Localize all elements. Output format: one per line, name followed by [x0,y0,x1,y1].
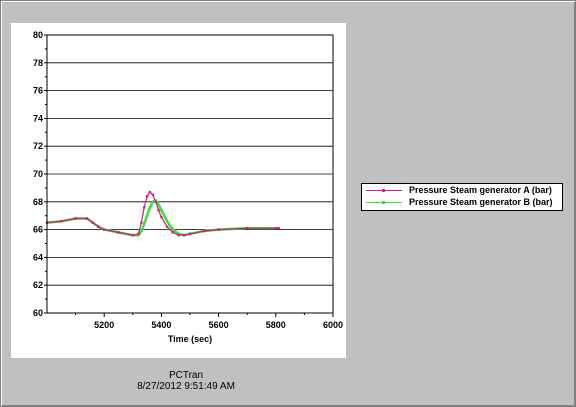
data-point-sg-a [74,217,77,220]
data-point-sg-a [137,232,140,235]
data-point-sg-a [131,233,134,237]
data-point-sg-b [160,208,163,212]
data-point-sg-b [137,233,140,237]
legend-swatch-sg-b [366,201,402,204]
timestamp-text: 8/27/2012 9:51:49 AM [137,381,235,392]
x-tick-label: 5600 [209,320,229,330]
legend-item-sg-a: Pressure Steam generator A (bar) [365,185,561,196]
plot-panel: 60 62 64 66 68 70 72 74 76 78 80 5200 5400 5600 5800 60… [11,23,346,358]
legend-item-sg-b: Pressure Steam generator B (bar) [365,197,561,208]
data-point-sg-a [140,221,143,224]
data-point-sg-a [60,220,63,223]
plot-area-border [46,34,334,314]
axis-ticks: 60 62 64 66 68 70 72 74 76 78 80 5200 5400 5600 5800 60… [33,30,343,330]
x-tick-label: 6000 [323,320,343,330]
data-point-sg-b [140,229,143,233]
report-footer: PCTran 8/27/2012 9:51:49 AM [101,370,271,392]
legend-label-sg-a: Pressure Steam generator A (bar) [409,185,552,195]
data-point-sg-a [217,228,220,231]
y-tick-label: 80 [33,30,43,40]
data-point-sg-a [154,200,157,203]
data-point-sg-b [165,220,169,223]
series-line-sg-a [46,191,279,236]
data-point-sg-a [165,225,169,229]
data-point-sg-b [148,206,152,209]
app-name-text: PCTran [168,370,204,381]
y-tick-label: 76 [33,86,43,96]
data-point-sg-b [157,203,160,206]
y-tick-label: 78 [33,58,43,68]
x-tick-label: 5800 [266,320,286,330]
data-point-sg-a [145,195,149,198]
grid-lines [47,34,333,314]
data-point-sg-a [277,227,280,230]
x-tick-label: 5400 [151,320,171,330]
data-point-sg-a [117,231,120,234]
data-point-sg-a [177,233,180,237]
x-axis-label: Time (sec) [168,334,212,344]
y-tick-label: 68 [33,197,43,207]
y-tick-label: 62 [33,280,43,290]
data-point-sg-a [97,225,100,229]
data-point-sg-a [85,217,89,220]
data-point-sg-a [148,190,152,194]
data-point-sg-a [203,229,206,233]
data-point-sg-a [103,228,106,231]
x-tick-label: 5200 [94,320,114,330]
y-tick-label: 70 [33,169,43,179]
y-tick-label: 72 [33,141,43,151]
data-point-sg-b [177,232,180,235]
data-point-sg-a [183,233,186,237]
line-chart: 60 62 64 66 68 70 72 74 76 78 80 5200 5400 5600 5800 60… [33,30,343,344]
data-point-sg-b [143,222,146,226]
data-point-sg-a [274,227,277,230]
data-point-sg-a [157,208,160,212]
data-point-sg-a [246,227,249,230]
y-tick-label: 66 [33,225,43,235]
data-point-sg-a [160,215,163,219]
legend-label-sg-b: Pressure Steam generator B (bar) [409,197,553,207]
legend-swatch-sg-a [366,189,402,192]
y-tick-label: 74 [33,113,43,123]
data-point-sg-a [143,206,146,209]
data-point-sg-a [91,221,94,224]
data-point-sg-a [171,231,175,234]
data-point-sg-b [145,214,149,217]
series-lines [45,190,280,237]
y-tick-label: 60 [33,308,43,318]
data-point-sg-b [151,200,155,203]
data-point-sg-a [151,193,155,197]
data-point-sg-a [188,232,192,235]
y-tick-label: 64 [33,252,43,262]
data-point-sg-b [171,228,175,231]
chart-legend: Pressure Steam generator A (bar) Pressur… [361,183,563,211]
